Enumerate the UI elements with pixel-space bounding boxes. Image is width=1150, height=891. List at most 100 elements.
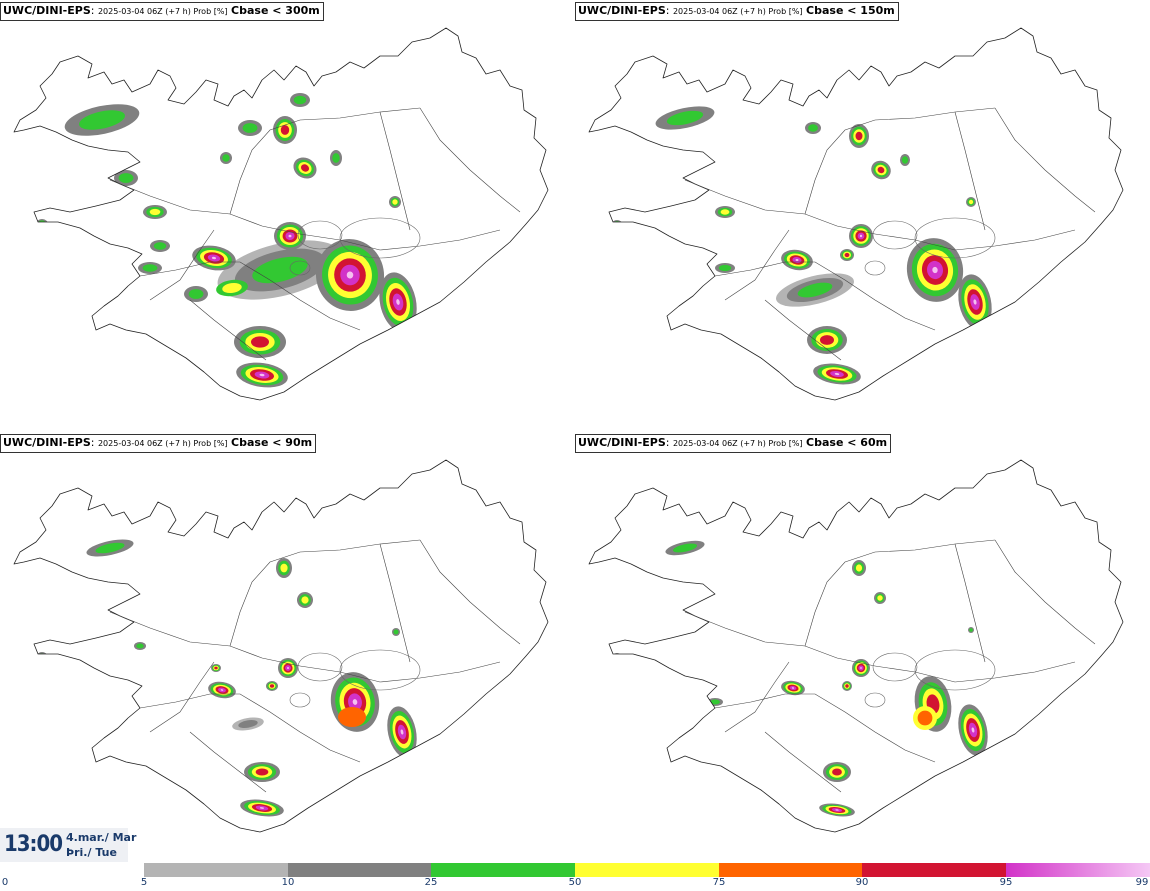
probability-area bbox=[297, 592, 313, 608]
map-layer bbox=[13, 459, 549, 833]
probability-contour bbox=[118, 173, 134, 183]
probability-area bbox=[849, 124, 869, 148]
iceland-map bbox=[13, 27, 549, 401]
coastline bbox=[13, 459, 549, 833]
probability-core bbox=[259, 373, 265, 377]
field-name: Cbase < 60m bbox=[806, 436, 888, 449]
colorbar-tick: 10 bbox=[281, 877, 295, 888]
colorbar-tick: 0 bbox=[1, 877, 9, 888]
model-name: UWC/DINI-EPS bbox=[3, 436, 91, 449]
probability-core bbox=[971, 727, 975, 733]
glacier-outline bbox=[289, 692, 311, 708]
probability-area bbox=[387, 706, 417, 758]
probability-area bbox=[216, 279, 248, 297]
probability-contour bbox=[701, 68, 709, 76]
probability-contour bbox=[969, 628, 973, 632]
boundary-line bbox=[149, 661, 215, 733]
boundary-line bbox=[139, 261, 361, 331]
probability-area bbox=[807, 326, 847, 354]
probability-area bbox=[278, 658, 298, 678]
colorbar-tick: 5 bbox=[140, 877, 148, 888]
probability-area bbox=[244, 762, 280, 782]
run-info: 2025-03-04 06Z (+7 h) Prob [%] bbox=[672, 7, 803, 16]
boundary-line bbox=[684, 179, 876, 235]
probability-area bbox=[906, 238, 964, 302]
boundary-line bbox=[724, 661, 790, 733]
probability-contour bbox=[699, 67, 711, 77]
probability-area bbox=[871, 160, 891, 180]
probability-core bbox=[346, 271, 354, 279]
probability-field bbox=[613, 540, 988, 817]
glacier-outline bbox=[339, 649, 421, 691]
valid-weekday: Þri./ Tue bbox=[66, 846, 117, 859]
probability-core bbox=[220, 689, 224, 691]
probability-area bbox=[290, 93, 310, 107]
probability-contour bbox=[301, 596, 309, 604]
boundary-line bbox=[139, 693, 361, 763]
probability-area bbox=[217, 240, 343, 300]
probability-contour bbox=[808, 124, 818, 132]
probability-contour bbox=[614, 654, 620, 658]
probability-area bbox=[874, 592, 886, 604]
probability-area bbox=[699, 67, 711, 77]
probability-field bbox=[36, 64, 424, 388]
probability-area bbox=[315, 239, 385, 311]
boundary-line bbox=[804, 539, 996, 647]
probability-contour bbox=[222, 282, 242, 294]
probability-area bbox=[958, 274, 992, 330]
probability-contour bbox=[338, 707, 366, 727]
probability-contour bbox=[820, 335, 834, 345]
probability-contour bbox=[95, 542, 125, 554]
probability-contour bbox=[37, 652, 47, 660]
probability-contour bbox=[121, 66, 131, 74]
probability-core bbox=[835, 809, 839, 811]
probability-contour bbox=[39, 221, 45, 227]
probability-area bbox=[913, 706, 937, 730]
probability-area bbox=[389, 196, 401, 208]
boundary-line bbox=[764, 299, 842, 361]
colorbar-bin-5-10 bbox=[144, 863, 288, 877]
iceland-map bbox=[588, 27, 1124, 401]
probability-area bbox=[392, 628, 400, 636]
probability-area bbox=[211, 664, 221, 672]
boundary-line bbox=[149, 229, 215, 301]
probability-area bbox=[138, 262, 162, 274]
probability-contour bbox=[37, 220, 47, 228]
boundary-line bbox=[954, 111, 986, 231]
probability-core bbox=[259, 807, 265, 809]
model-name: UWC/DINI-EPS bbox=[578, 4, 666, 17]
glacier-outline bbox=[914, 649, 996, 691]
probability-contour bbox=[242, 123, 258, 133]
probability-area bbox=[240, 799, 284, 817]
colorbar-bin-25-50 bbox=[431, 863, 575, 877]
panel-title: UWC/DINI-EPS: 2025-03-04 06Z (+7 h) Prob… bbox=[575, 2, 899, 21]
probability-core bbox=[288, 234, 292, 238]
probability-contour bbox=[252, 256, 308, 284]
probability-contour bbox=[393, 629, 399, 635]
probability-area bbox=[852, 659, 870, 677]
boundary-line bbox=[724, 229, 790, 301]
map-panel-300m: UWC/DINI-EPS: 2025-03-04 06Z (+7 h) Prob… bbox=[0, 0, 575, 430]
probability-area bbox=[805, 122, 821, 134]
colorbar-tick: 25 bbox=[424, 877, 438, 888]
probability-area bbox=[37, 652, 47, 660]
colorbar-bin-90-95 bbox=[862, 863, 1006, 877]
valid-clock: 13:00 bbox=[4, 832, 63, 857]
probability-core bbox=[860, 667, 862, 669]
probability-area bbox=[842, 681, 852, 691]
probability-area bbox=[208, 681, 236, 699]
boundary-line bbox=[229, 539, 421, 647]
probability-area bbox=[236, 362, 288, 388]
boundary-line bbox=[109, 611, 301, 667]
colorbar-tick: 95 bbox=[999, 877, 1013, 888]
probability-contour bbox=[968, 199, 974, 205]
probability-contour bbox=[832, 768, 842, 776]
probability-area bbox=[665, 540, 705, 556]
boundary-line bbox=[299, 661, 501, 683]
boundary-line bbox=[954, 543, 986, 663]
boundary-line bbox=[714, 693, 936, 763]
probability-area bbox=[715, 206, 735, 218]
probability-area bbox=[849, 224, 873, 248]
map-layer bbox=[588, 27, 1124, 401]
iceland-map bbox=[588, 459, 1124, 833]
